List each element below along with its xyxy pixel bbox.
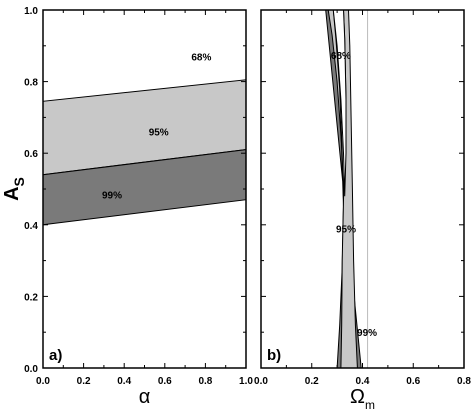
confidence-region-95 [327, 9, 358, 369]
y-tick-label: 0.2 [24, 292, 38, 303]
y-tick-label: 0.8 [24, 78, 38, 89]
panel-label: b) [267, 347, 281, 364]
x-tick-label: 0.2 [305, 376, 319, 387]
x-tick-label: 0.0 [254, 376, 268, 387]
plot-frame [260, 9, 465, 369]
y-tick-label: 0.6 [24, 149, 38, 160]
contour-label: 68% [331, 51, 351, 62]
x-tick-label: 0.8 [198, 376, 212, 387]
y-axis-label: AS [1, 177, 27, 201]
y-tick-label: 1.0 [24, 6, 38, 17]
x-axis-label-subscript: m [365, 398, 375, 412]
contour-label: 95% [149, 128, 169, 139]
confidence-region-68 [332, 9, 347, 197]
x-tick-label: 0.4 [356, 376, 370, 387]
y-tick-label: 0.4 [24, 221, 38, 232]
x-tick-label: 0.6 [406, 376, 420, 387]
panel-label: a) [49, 347, 62, 364]
x-tick-label: 0.6 [158, 376, 172, 387]
contour-label: 95% [336, 224, 356, 235]
contour-label: 99% [102, 190, 122, 201]
y-axis-label-main: A [1, 186, 23, 200]
contour-label: 99% [357, 328, 377, 339]
panel-a: 0.0 0.2 0.4 0.6 0.8 1.0 0.0 0.2 0.4 0.6 0.8 1.0 68% 9… [1, 6, 253, 408]
x-tick-label: 0.4 [117, 376, 131, 387]
x-axis-label-main: Ω [350, 386, 365, 408]
y-axis-label-subscript: S [11, 177, 27, 186]
contour-label: 68% [191, 53, 211, 64]
x-tick-label: 0.2 [77, 376, 91, 387]
x-axis-label: α [139, 386, 151, 408]
x-axis-label: Ωm [350, 386, 375, 412]
x-tick-label: 1.0 [239, 376, 253, 387]
x-axis-label-main: α [139, 386, 151, 408]
x-tick-label: 0.8 [457, 376, 471, 387]
x-tick-label: 0.0 [36, 376, 50, 387]
panel-b: 0.0 0.2 0.4 0.6 0.8 68% 95% 99% b) Ωm [254, 9, 471, 412]
y-tick-label: 0.0 [24, 364, 38, 375]
